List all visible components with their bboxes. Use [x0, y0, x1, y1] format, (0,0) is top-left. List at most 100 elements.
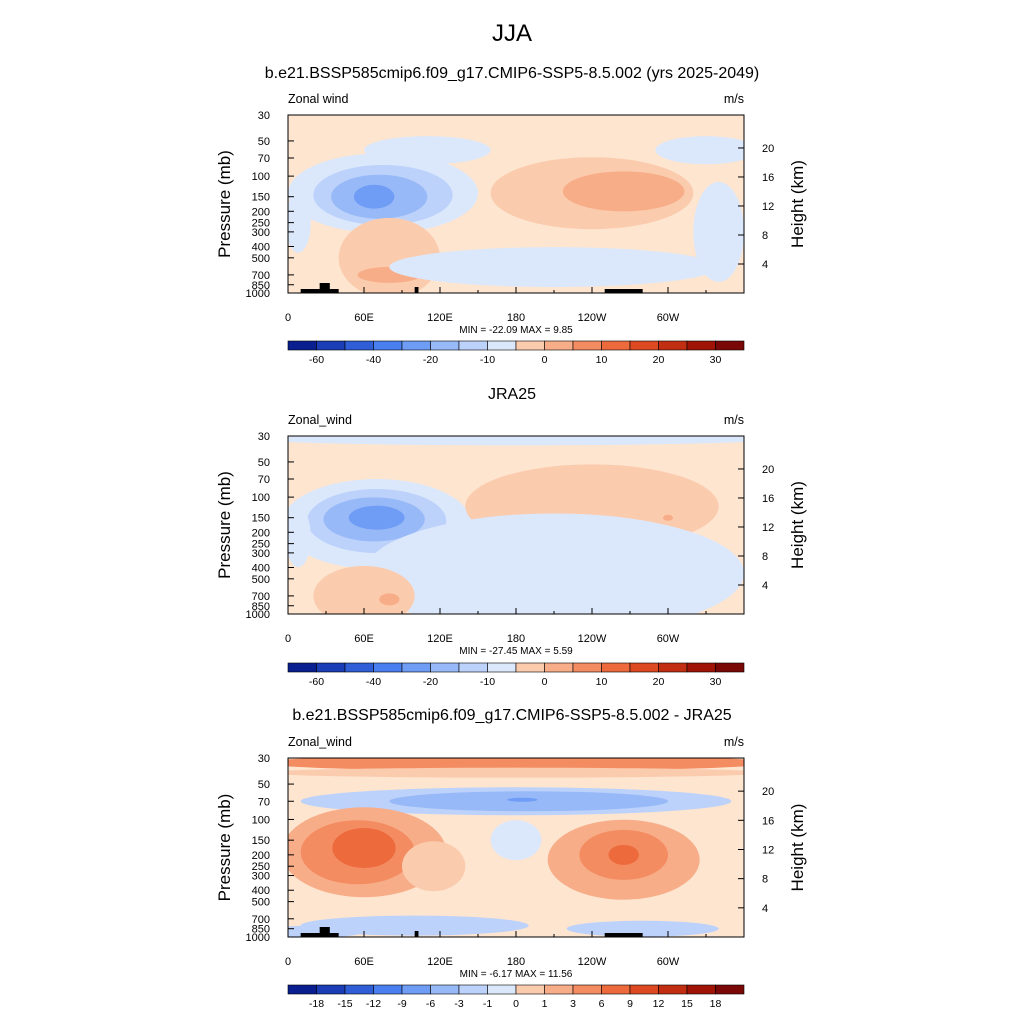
contour-region: [364, 513, 744, 614]
x-tick-label: 60E: [354, 312, 374, 324]
y-tick-label: 700: [252, 591, 270, 603]
colorbar-label: -3: [454, 998, 463, 1010]
contour-region: [288, 436, 744, 446]
y-right-tick-label: 20: [762, 143, 774, 155]
colorbar-box: [458, 984, 488, 995]
colorbar-box: [401, 984, 431, 995]
y-right-tick-label: 12: [762, 844, 774, 856]
x-tick-label: 120E: [427, 312, 453, 324]
colorbar-label: -60: [309, 354, 324, 366]
panel-title: JRA25: [488, 386, 536, 403]
y-axis-label: Pressure (mb): [215, 150, 234, 258]
colorbar-label: -9: [397, 998, 406, 1010]
y-tick-label: 850: [252, 280, 270, 292]
x-tick-label: 60E: [354, 956, 374, 968]
contour-region: [332, 828, 396, 869]
y-right-tick-label: 12: [762, 201, 774, 213]
colorbar-box: [287, 984, 317, 995]
y-tick-label: 500: [252, 897, 270, 909]
contour-region: [288, 192, 311, 253]
colorbar-box: [715, 340, 745, 351]
y-tick-label: 30: [258, 110, 270, 122]
y-right-tick-label: 20: [762, 786, 774, 798]
y-tick-label: 400: [252, 562, 270, 574]
contour-region: [288, 507, 311, 568]
y-tick-label: 150: [252, 835, 270, 847]
y-tick-label: 70: [258, 153, 270, 165]
y-tick-label: 250: [252, 861, 270, 873]
y-tick-label: 100: [252, 492, 270, 504]
y-right-tick-label: 8: [762, 551, 768, 563]
x-tick-label: 180: [507, 956, 525, 968]
contour-region: [507, 797, 538, 802]
x-tick-label: 120W: [578, 312, 607, 324]
y-tick-label: 150: [252, 192, 270, 204]
contour-region: [353, 184, 395, 209]
y-tick-label: 30: [258, 431, 270, 443]
y-tick-label: 250: [252, 539, 270, 551]
units-label: m/s: [724, 92, 744, 106]
y-tick-label: 400: [252, 885, 270, 897]
y-right-tick-label: 20: [762, 464, 774, 476]
contour-field: [288, 436, 744, 614]
y-tick-label: 500: [252, 574, 270, 586]
min-max-stats: MIN = -27.45 MAX = 5.59: [459, 646, 573, 657]
y-tick-label: 500: [252, 253, 270, 265]
colorbar-label: -10: [480, 354, 495, 366]
variable-label: Zonal wind: [288, 92, 348, 106]
y-right-tick-label: 8: [762, 874, 768, 886]
colorbar-label: 30: [710, 676, 722, 688]
y-axis-label: Pressure (mb): [215, 794, 234, 902]
y-right-tick-label: 12: [762, 522, 774, 534]
contour-region: [389, 247, 719, 288]
colorbar-box: [601, 984, 631, 995]
colorbar-label: -1: [483, 998, 492, 1010]
contour-region: [693, 181, 744, 282]
y-right-tick-label: 4: [762, 903, 768, 915]
y-tick-label: 700: [252, 914, 270, 926]
colorbar-box: [316, 984, 346, 995]
y-tick-label: 250: [252, 218, 270, 230]
y-tick-label: 300: [252, 227, 270, 239]
x-tick-label: 180: [507, 633, 525, 645]
topography: [319, 283, 330, 293]
colorbar-box: [715, 984, 745, 995]
colorbar-label: 0: [542, 354, 548, 366]
y-right-axis-label: Height (km): [788, 481, 807, 569]
panel-title: b.e21.BSSP585cmip6.f09_g17.CMIP6-SSP5-8.…: [292, 707, 731, 724]
colorbar-label: 10: [596, 354, 608, 366]
y-tick-label: 700: [252, 270, 270, 282]
colorbar-label: -18: [309, 998, 324, 1010]
y-tick-label: 850: [252, 601, 270, 613]
contour-region: [348, 505, 405, 530]
colorbar-label: 1: [542, 998, 548, 1010]
colorbar-box: [686, 984, 716, 995]
y-right-axis-label: Height (km): [788, 804, 807, 892]
colorbar-label: 6: [599, 998, 605, 1010]
colorbar-label: 12: [653, 998, 665, 1010]
y-tick-label: 50: [258, 457, 270, 469]
x-tick-label: 180: [507, 312, 525, 324]
topography: [604, 289, 643, 293]
y-tick-label: 30: [258, 753, 270, 765]
units-label: m/s: [724, 735, 744, 749]
x-tick-label: 60W: [657, 633, 680, 645]
colorbar-label: 18: [710, 998, 722, 1010]
contour-field: [288, 758, 744, 937]
colorbar-label: 20: [653, 676, 665, 688]
y-right-axis-label: Height (km): [788, 160, 807, 248]
colorbar-label: -15: [337, 998, 352, 1010]
x-tick-label: 120E: [427, 633, 453, 645]
units-label: m/s: [724, 413, 744, 427]
colorbar-label: 0: [542, 676, 548, 688]
x-tick-label: 60W: [657, 956, 680, 968]
colorbar-box: [430, 984, 460, 995]
x-tick-label: 120W: [578, 633, 607, 645]
y-right-tick-label: 16: [762, 493, 774, 505]
colorbar-box: [344, 984, 374, 995]
y-tick-label: 850: [252, 924, 270, 936]
colorbar-box: [544, 984, 574, 995]
x-tick-label: 0: [285, 956, 291, 968]
contour-region: [402, 841, 466, 892]
colorbar-box: [629, 984, 659, 995]
